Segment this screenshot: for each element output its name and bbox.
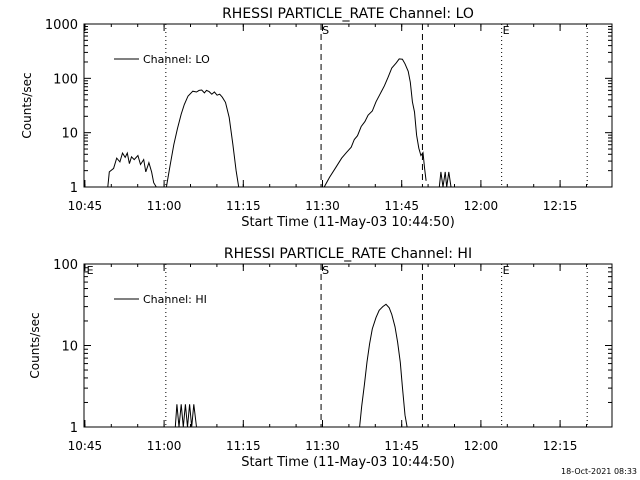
- plot-frame: [83, 23, 613, 188]
- chart-title: RHESSI PARTICLE_RATE Channel: HI: [224, 246, 472, 262]
- y-tick-label: 1: [70, 181, 78, 196]
- x-tick-label: 11:00: [147, 199, 182, 213]
- x-tick-label: 11:45: [384, 439, 419, 453]
- marker-label: S: [322, 264, 329, 277]
- y-axis-label: Counts/sec: [28, 312, 42, 378]
- marker-label: E: [503, 24, 510, 37]
- x-tick-label: 12:15: [543, 439, 578, 453]
- marker-label: E: [87, 264, 94, 277]
- series-line: [359, 303, 408, 428]
- marker-label: E: [503, 264, 510, 277]
- x-axis-label: Start Time (11-May-03 10:44:50): [241, 215, 455, 230]
- marker-label: S: [322, 24, 329, 37]
- x-tick-label: 12:00: [464, 439, 499, 453]
- x-tick-label: 11:15: [226, 199, 261, 213]
- y-tick-label: 1: [70, 421, 78, 436]
- x-tick-label: 12:00: [464, 199, 499, 213]
- y-tick-label: 10: [61, 127, 78, 142]
- y-tick-label: 1000: [45, 18, 78, 33]
- x-tick-label: 11:15: [226, 439, 261, 453]
- x-tick-label: 11:30: [305, 439, 340, 453]
- chart-title: RHESSI PARTICLE_RATE Channel: LO: [222, 6, 474, 22]
- series-line: [174, 404, 197, 428]
- series-line: [438, 171, 452, 188]
- series-line: [165, 89, 240, 188]
- x-tick-label: 12:15: [543, 199, 578, 213]
- x-tick-label: 11:30: [305, 199, 340, 213]
- x-tick-label: 10:45: [68, 439, 103, 453]
- x-tick-label: 11:45: [384, 199, 419, 213]
- series-line: [323, 58, 427, 188]
- y-axis-label: Counts/sec: [20, 72, 34, 138]
- x-axis-label: Start Time (11-May-03 10:44:50): [241, 455, 455, 470]
- legend-label: Channel: LO: [143, 53, 210, 66]
- x-tick-label: 11:00: [147, 439, 182, 453]
- series-line: [107, 151, 157, 188]
- footer-timestamp: 18-Oct-2021 08:33: [561, 467, 637, 476]
- y-tick-label: 100: [53, 72, 78, 87]
- y-tick-label: 10: [61, 340, 78, 355]
- plot-frame: [83, 263, 613, 428]
- x-tick-label: 10:45: [68, 199, 103, 213]
- y-tick-label: 100: [53, 258, 78, 273]
- legend-label: Channel: HI: [143, 293, 207, 306]
